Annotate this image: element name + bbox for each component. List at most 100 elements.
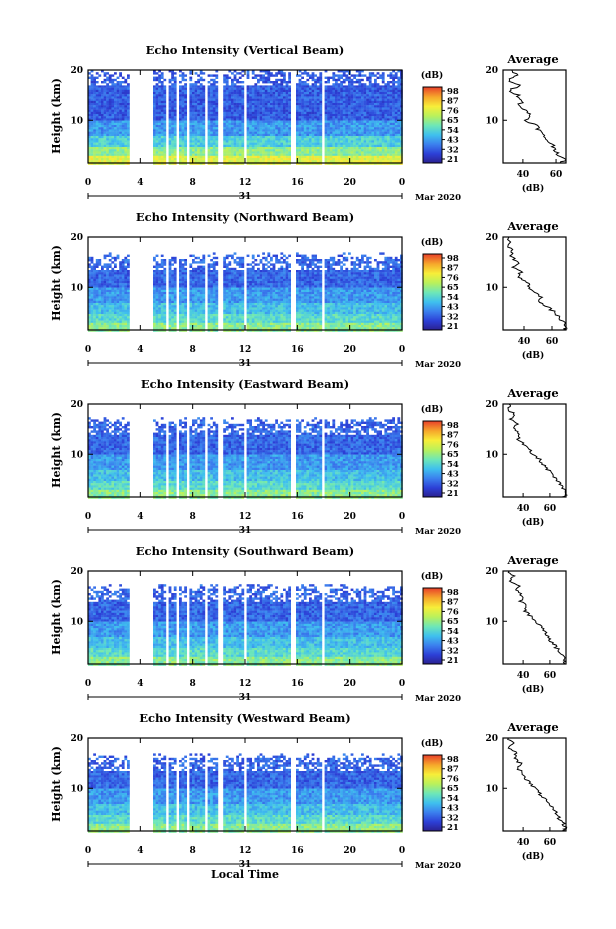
heatmap-cell xyxy=(215,81,218,83)
heatmap-cell xyxy=(257,149,260,151)
heatmap-cell xyxy=(299,114,302,116)
heatmap-cell xyxy=(239,129,242,131)
heatmap-cell xyxy=(127,154,130,156)
heatmap-cell xyxy=(156,110,159,112)
heatmap-cell xyxy=(353,145,356,147)
heatmap-cell xyxy=(226,96,229,98)
heatmap-cell xyxy=(109,327,112,329)
heatmap-cell xyxy=(122,270,125,272)
heatmap-cell xyxy=(153,277,156,279)
heatmap-cell xyxy=(127,255,130,257)
heatmap-cell xyxy=(174,305,177,307)
heatmap-cell xyxy=(343,96,346,98)
heatmap-cell xyxy=(371,123,374,125)
heatmap-cell xyxy=(252,132,255,134)
heatmap-cell xyxy=(304,116,307,118)
heatmap-cell xyxy=(366,145,369,147)
heatmap-cell xyxy=(358,116,361,118)
heatmap-cell xyxy=(192,151,195,153)
heatmap-cell xyxy=(153,323,156,325)
heatmap-cell xyxy=(273,136,276,138)
heatmap-cell xyxy=(122,149,125,151)
heatmap-cell xyxy=(366,116,369,118)
heatmap-cell xyxy=(267,143,270,145)
heatmap-cell xyxy=(361,114,364,116)
heatmap-cell xyxy=(317,154,320,156)
heatmap-cell xyxy=(364,112,367,114)
heatmap-cell xyxy=(156,318,159,320)
heatmap-cell xyxy=(257,151,260,153)
heatmap-cell xyxy=(241,145,244,147)
heatmap-cell xyxy=(122,310,125,312)
heatmap-cell xyxy=(101,299,104,301)
heatmap-cell xyxy=(332,112,335,114)
heatmap-cell xyxy=(312,74,315,76)
heatmap-cell xyxy=(106,103,109,105)
heatmap-cell xyxy=(98,156,101,158)
heatmap-cell xyxy=(384,118,387,120)
heatmap-cell xyxy=(171,272,174,274)
heatmap-cell xyxy=(114,129,117,131)
heatmap-cell xyxy=(273,143,276,145)
heatmap-cell xyxy=(200,90,203,92)
heatmap-cell xyxy=(327,127,330,129)
heatmap-cell xyxy=(332,103,335,105)
heatmap-cell xyxy=(109,140,112,142)
heatmap-cell xyxy=(343,140,346,142)
heatmap-cell xyxy=(327,123,330,125)
heatmap-cell xyxy=(98,259,101,261)
heatmap-cell xyxy=(327,160,330,162)
heatmap-cell xyxy=(384,88,387,90)
heatmap-cell xyxy=(296,132,299,134)
heatmap-cell xyxy=(340,110,343,112)
heatmap-cell xyxy=(325,81,328,83)
heatmap-cell xyxy=(93,94,96,96)
heatmap-cell xyxy=(163,123,166,125)
heatmap-cell xyxy=(169,307,172,309)
heatmap-cell xyxy=(98,160,101,162)
heatmap-cell xyxy=(249,92,252,94)
heatmap-cell xyxy=(278,129,281,131)
heatmap-cell xyxy=(338,129,341,131)
heatmap-cell xyxy=(332,79,335,81)
heatmap-cell xyxy=(325,143,328,145)
heatmap-cell xyxy=(351,99,354,101)
heatmap-cell xyxy=(351,138,354,140)
heatmap-cell xyxy=(392,110,395,112)
heatmap-cell xyxy=(270,143,273,145)
heatmap-cell xyxy=(392,121,395,123)
heatmap-cell xyxy=(184,116,187,118)
heatmap-cell xyxy=(384,140,387,142)
heatmap-cell xyxy=(351,74,354,76)
heatmap-cell xyxy=(91,103,94,105)
heatmap-cell xyxy=(93,103,96,105)
heatmap-cell xyxy=(109,307,112,309)
heatmap-cell xyxy=(260,85,263,87)
heatmap-cell xyxy=(101,116,104,118)
heatmap-cell xyxy=(304,123,307,125)
heatmap-cell xyxy=(309,125,312,127)
heatmap-cell xyxy=(179,147,182,149)
heatmap-cell xyxy=(332,147,335,149)
heatmap-cell xyxy=(111,281,114,283)
heatmap-cell xyxy=(319,83,322,85)
heatmap-cell xyxy=(317,143,320,145)
heatmap-cell xyxy=(361,151,364,153)
heatmap-cell xyxy=(241,134,244,136)
heatmap-cell xyxy=(93,77,96,79)
heatmap-cell xyxy=(184,127,187,129)
heatmap-cell xyxy=(254,158,257,160)
heatmap-cell xyxy=(343,114,346,116)
heatmap-cell xyxy=(361,94,364,96)
heatmap-cell xyxy=(382,154,385,156)
heatmap-cell xyxy=(96,277,99,279)
heatmap-cell xyxy=(397,154,400,156)
heatmap-cell xyxy=(397,149,400,151)
heatmap-cell xyxy=(319,158,322,160)
heatmap-cell xyxy=(257,103,260,105)
heatmap-cell xyxy=(96,110,99,112)
heatmap-cell xyxy=(278,134,281,136)
heatmap-cell xyxy=(109,129,112,131)
heatmap-cell xyxy=(109,127,112,129)
heatmap-cell xyxy=(366,88,369,90)
